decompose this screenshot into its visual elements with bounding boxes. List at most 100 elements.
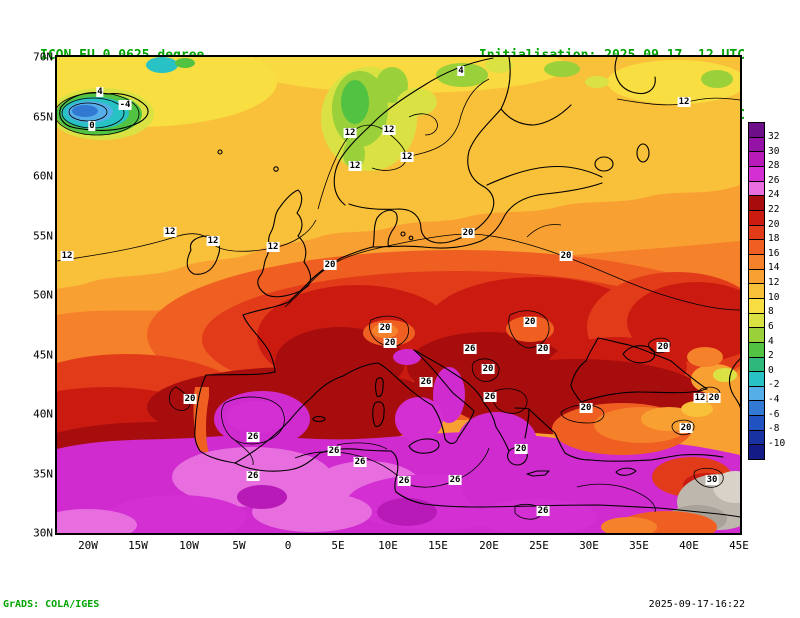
colorbar-tick-label: 0 [768,364,774,376]
latitude-tick-label: 60N [33,169,53,183]
contour-label: 4 [96,87,104,97]
map-frame: 4 -4 0 4 12 12 12 12 12 12 12 12 12 20 20 20 20 20 26 20 20 2… [55,55,742,535]
latitude-tick-label: 30N [33,526,53,540]
longitude-tick-label: 15W [128,539,148,552]
contour-label: 26 [246,471,260,481]
colorbar-tick-label: 30 [768,145,780,157]
temperature-shading [57,57,740,533]
colorbar-tick-label: 4 [768,335,774,347]
contour-label: 20 [579,403,593,413]
contour-label: 26 [536,506,550,516]
colorbar-segment [749,283,764,298]
colorbar-tick-label: -8 [768,423,780,435]
contour-label: 12 [348,161,362,171]
colorbar-segment [749,371,764,386]
contour-label: 12 [163,227,177,237]
contour-label: 12 [343,128,357,138]
longitude-tick-label: 0 [284,539,292,552]
contour-label: 20 [514,444,528,454]
colorbar-segment [749,385,764,401]
colorbar-tick-label: 32 [768,131,780,142]
longitude-tick-label: 5W [232,539,246,552]
colorbar-tick-label: 22 [768,204,780,216]
colorbar-segment [749,415,764,430]
colorbar-segment [749,297,764,313]
contour-label: 20 [656,342,670,352]
latitude-tick-label: 55N [33,229,53,243]
contour-label: 12 [266,242,280,252]
colorbar-tick-label: 24 [768,189,780,201]
colorbar-tick-labels: 32 30 28 26 24 22 20 18 16 14 12 10 8 6 4 2 0 -2 -4 -6 -8 -10 [768,132,798,449]
contour-label: 30 [705,475,719,485]
contour-label: 20 [707,393,721,403]
colorbar-tick-label: -4 [768,393,780,405]
colorbar-tick-label: 26 [768,174,780,186]
colorbar-segment [749,341,764,357]
contour-label: 20 [183,394,197,404]
contour-label: -4 [118,100,132,110]
longitude-tick-label: 40E [679,539,699,552]
contour-label: 20 [383,338,397,348]
colorbar-tick-label: 28 [768,160,780,172]
contour-label: 20 [679,423,693,433]
colorbar-segment [749,444,764,460]
longitude-tick-label: 10E [378,539,398,552]
colorbar-segment [749,180,764,196]
longitude-tick-label: 35E [629,539,649,552]
contour-label: 26 [483,392,497,402]
contour-label: 12 [693,393,707,403]
contour-label: 26 [246,432,260,442]
longitude-tick-label: 25E [529,539,549,552]
colorbar-segment [749,151,764,166]
colorbar-tick-label: 16 [768,247,780,259]
colorbar-segment [749,136,764,152]
longitude-tick-label: 30E [579,539,599,552]
colorbar-segment [749,429,764,445]
colorbar-segment [749,165,764,181]
colorbar-segment [749,209,764,225]
credit-label: GrADS: COLA/IGES [3,599,100,610]
contour-label: 20 [536,344,550,354]
colorbar-segment [749,312,764,328]
colorbar-segment [749,268,764,284]
colorbar-tick-label: -6 [768,408,780,420]
contour-labels-layer: 4 -4 0 4 12 12 12 12 12 12 12 12 12 20 20 20 20 20 26 20 20 2… [57,57,740,533]
generated-timestamp: 2025-09-17-16:22 [648,599,745,610]
colorbar-segment [749,195,764,210]
contour-label: 26 [448,475,462,485]
latitude-tick-label: 50N [33,288,53,302]
contour-label: 26 [397,476,411,486]
longitude-tick-label: 20E [479,539,499,552]
contour-label: 26 [463,344,477,354]
colorbar-segment [749,327,764,342]
colorbar-tick-label: 8 [768,306,774,318]
contour-label: 20 [378,323,392,333]
contour-label: 20 [523,317,537,327]
contour-label: 26 [327,446,341,456]
contour-label: 26 [419,377,433,387]
longitude-tick-label: 45E [729,539,749,552]
latitude-tick-label: 40N [33,407,53,421]
latitude-tick-label: 35N [33,467,53,481]
colorbar-segment [749,224,764,240]
colorbar-segment [749,356,764,372]
contour-label: 20 [323,260,337,270]
colorbar-segment [749,400,764,416]
contour-label: 12 [400,152,414,162]
colorbar-tick-label: 6 [768,320,774,332]
colorbar-segment [749,253,764,269]
colorbar-tick-label: 2 [768,350,774,362]
colorbar [748,122,765,460]
longitude-tick-label: 20W [78,539,98,552]
latitude-tick-label: 45N [33,348,53,362]
colorbar-tick-label: 20 [768,218,780,230]
contour-label: 0 [88,121,96,131]
contour-label: 12 [382,125,396,135]
contour-label: 12 [677,97,691,107]
contour-label: 4 [457,66,465,76]
colorbar-tick-label: -10 [768,437,786,449]
colorbar-tick-label: 10 [768,291,780,303]
contour-label: 26 [353,457,367,467]
colorbar-segment [749,123,764,137]
colorbar-tick-label: 18 [768,233,780,245]
